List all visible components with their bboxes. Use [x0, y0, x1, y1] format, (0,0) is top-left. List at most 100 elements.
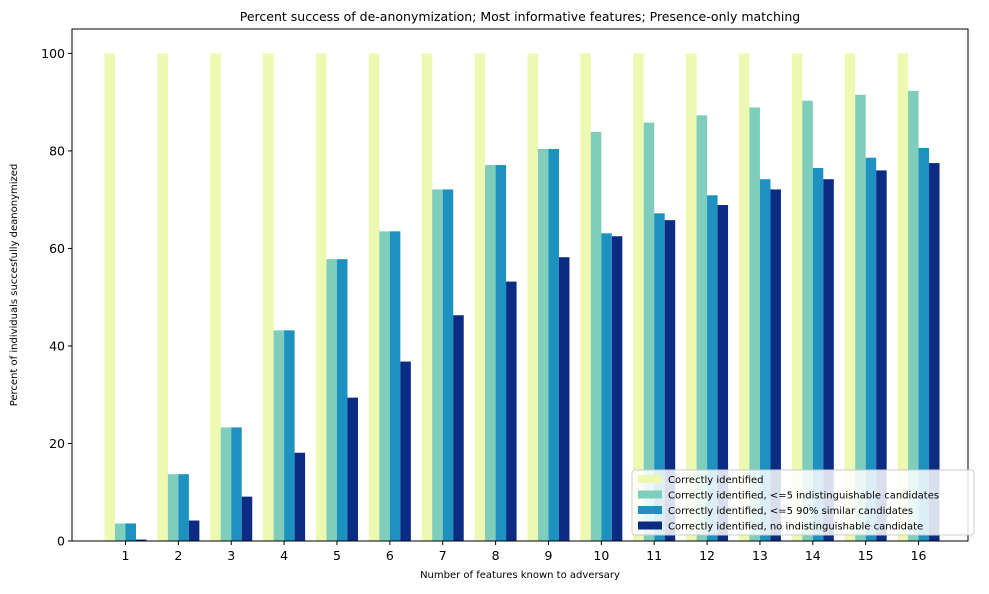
- y-tick-label: 80: [49, 143, 65, 158]
- bar-series-2-cat-2: [167, 474, 179, 541]
- x-tick-label: 9: [544, 548, 552, 563]
- bar-series-2-cat-1: [115, 523, 126, 541]
- x-tick-label: 3: [227, 548, 235, 563]
- legend-swatch-1: [638, 475, 662, 483]
- bar-series-4-cat-6: [400, 361, 411, 541]
- bar-series-2-cat-8: [485, 165, 496, 541]
- bar-series-1-cat-5: [315, 53, 327, 541]
- bar-series-3-cat-6: [389, 231, 401, 541]
- bar-series-4-cat-10: [611, 236, 623, 541]
- bar-series-3-cat-12: [707, 195, 718, 542]
- bar-series-4-cat-16: [929, 163, 940, 541]
- bar-series-4-cat-5: [347, 397, 358, 541]
- bar-series-3-cat-10: [601, 233, 612, 541]
- bar-series-2-cat-11: [643, 122, 655, 541]
- x-tick-label: 1: [122, 548, 130, 563]
- x-tick-label: 8: [492, 548, 500, 563]
- y-tick-label: 0: [57, 534, 65, 549]
- legend: Correctly identified Correctly identified…: [631, 469, 975, 536]
- bar-series-1-cat-14: [791, 53, 803, 541]
- bar-series-4-cat-9: [558, 257, 570, 541]
- bars-group: [104, 53, 940, 542]
- bar-series-2-cat-3: [220, 427, 232, 541]
- bar-series-1-cat-11: [633, 53, 644, 541]
- chart-title: Percent success of de-anonymization; Mos…: [240, 9, 800, 24]
- bar-series-1-cat-3: [210, 53, 221, 541]
- bar-series-2-cat-6: [379, 231, 390, 541]
- bar-series-1-cat-16: [897, 53, 909, 541]
- bar-series-4-cat-11: [664, 220, 676, 541]
- x-tick-label: 16: [911, 548, 927, 563]
- bar-series-4-cat-8: [506, 281, 517, 541]
- x-tick-label: 13: [752, 548, 768, 563]
- x-tick-label: 14: [805, 548, 821, 563]
- legend-swatch-4: [638, 521, 662, 530]
- bar-series-3-cat-8: [495, 165, 507, 541]
- bar-series-3-cat-5: [336, 259, 348, 541]
- bar-series-2-cat-5: [326, 259, 337, 541]
- bar-series-3-cat-14: [812, 167, 824, 541]
- bar-series-2-cat-12: [696, 115, 708, 542]
- y-tick-label: 20: [49, 436, 65, 451]
- x-axis-label: Number of features known to adversary: [420, 570, 620, 581]
- legend-label-3: Correctly identified, <=5 90% similar ca…: [668, 506, 913, 517]
- bar-series-2-cat-14: [802, 100, 813, 542]
- bar-series-2-cat-16: [908, 90, 919, 542]
- y-axis: 0 20 40 60 80 100: [41, 46, 72, 549]
- bar-series-3-cat-2: [178, 474, 189, 541]
- x-tick-label: 6: [386, 548, 394, 563]
- x-tick-label: 4: [280, 548, 288, 563]
- x-tick-label: 7: [439, 548, 447, 563]
- x-tick-label: 2: [174, 548, 182, 563]
- bar-series-4-cat-2: [188, 520, 200, 541]
- bar-series-3-cat-11: [654, 213, 665, 541]
- bar-series-1-cat-12: [686, 53, 697, 541]
- y-tick-label: 100: [41, 46, 65, 61]
- bar-series-2-cat-13: [749, 107, 760, 542]
- bar-series-1-cat-8: [474, 53, 486, 541]
- bar-series-4-cat-4: [294, 452, 306, 541]
- bar-series-1-cat-9: [527, 53, 538, 541]
- bar-series-2-cat-9: [537, 148, 549, 541]
- bar-series-3-cat-15: [865, 157, 877, 541]
- bar-series-1-cat-13: [738, 53, 750, 541]
- bar-series-1-cat-2: [157, 53, 168, 541]
- bar-series-3-cat-9: [548, 148, 559, 541]
- bar-series-3-cat-4: [284, 330, 295, 541]
- x-tick-label: 11: [646, 548, 662, 563]
- x-axis: 1 2 3 4 5 6 7 8 9 10 11 12 13 14 15 16: [122, 541, 927, 563]
- legend-swatch-3: [638, 506, 662, 514]
- bar-series-4-cat-15: [876, 170, 887, 541]
- x-tick-label: 12: [699, 548, 715, 563]
- legend-box: [631, 469, 975, 536]
- x-tick-label: 10: [593, 548, 609, 563]
- plot-frame: [71, 28, 969, 542]
- legend-swatch-2: [638, 490, 662, 499]
- bar-series-4-cat-7: [453, 315, 464, 541]
- bar-series-2-cat-15: [855, 94, 866, 541]
- legend-label-1: Correctly identified: [668, 475, 764, 486]
- bar-series-2-cat-7: [432, 189, 443, 541]
- legend-label-2: Correctly identified, <=5 indistinguisha…: [668, 491, 939, 502]
- bar-series-1-cat-1: [104, 53, 115, 541]
- bar-series-1-cat-7: [421, 53, 433, 541]
- y-tick-label: 40: [49, 338, 65, 353]
- y-tick-label: 60: [49, 241, 65, 256]
- y-axis-label: Percent of individuals succesfully deano…: [9, 164, 20, 407]
- bar-series-4-cat-13: [770, 189, 781, 541]
- bar-series-4-cat-3: [241, 496, 253, 541]
- bar-series-1-cat-15: [844, 53, 856, 541]
- x-tick-label: 15: [858, 548, 874, 563]
- bar-series-1-cat-4: [263, 53, 274, 541]
- bar-series-1-cat-6: [368, 53, 380, 541]
- bar-series-3-cat-3: [231, 427, 242, 541]
- bar-series-4-cat-14: [823, 179, 834, 542]
- bar-series-2-cat-4: [273, 330, 285, 541]
- bar-series-1-cat-10: [580, 53, 591, 541]
- bar-series-3-cat-13: [759, 179, 771, 542]
- legend-label-4: Correctly identified, no indistinguishab…: [668, 522, 923, 533]
- bar-series-3-cat-7: [442, 189, 454, 541]
- bar-series-4-cat-1: [136, 539, 147, 541]
